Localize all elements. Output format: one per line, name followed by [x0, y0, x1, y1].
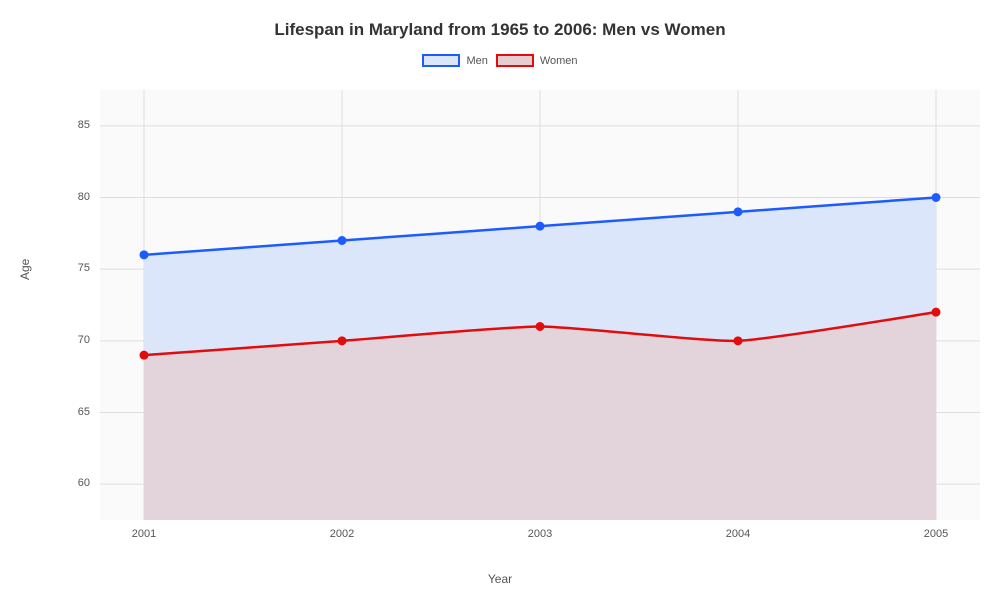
x-tick-label: 2004: [718, 528, 758, 540]
y-tick-label: 85: [60, 119, 90, 131]
legend: Men Women: [0, 54, 1000, 67]
x-tick-label: 2003: [520, 528, 560, 540]
plot-svg: [100, 90, 980, 520]
legend-item-men: Men: [422, 54, 487, 67]
legend-label-men: Men: [466, 55, 487, 67]
x-tick-label: 2002: [322, 528, 362, 540]
legend-label-women: Women: [540, 55, 578, 67]
y-tick-label: 80: [60, 191, 90, 203]
y-axis-label: Age: [18, 259, 32, 280]
legend-swatch-women: [496, 54, 534, 67]
x-axis-label: Year: [0, 572, 1000, 586]
plot-area: 606570758085 20012002200320042005: [60, 90, 980, 520]
chart-title: Lifespan in Maryland from 1965 to 2006: …: [0, 0, 1000, 40]
y-tick-label: 70: [60, 334, 90, 346]
x-tick-label: 2005: [916, 528, 956, 540]
y-tick-label: 60: [60, 477, 90, 489]
legend-swatch-men: [422, 54, 460, 67]
y-tick-label: 75: [60, 262, 90, 274]
chart-container: Lifespan in Maryland from 1965 to 2006: …: [0, 0, 1000, 600]
legend-item-women: Women: [496, 54, 578, 67]
y-tick-label: 65: [60, 406, 90, 418]
x-tick-label: 2001: [124, 528, 164, 540]
